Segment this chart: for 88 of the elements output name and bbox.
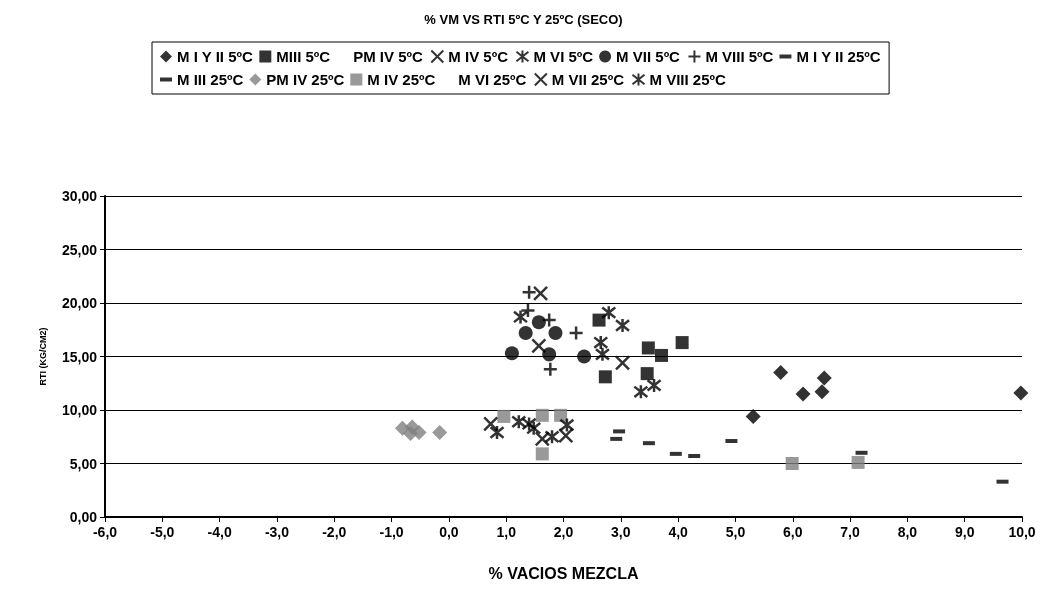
- point: [598, 370, 612, 384]
- point: [816, 370, 832, 386]
- x-tick-label: -1,0: [379, 524, 404, 540]
- x-tick-label: -2,0: [322, 524, 347, 540]
- point: [482, 416, 499, 432]
- legend-label: M I Y II 25ºC: [796, 48, 881, 65]
- point: [402, 426, 418, 442]
- x-tick-label: 10,0: [1008, 524, 1036, 540]
- y-tick-label: 25,00: [61, 241, 98, 258]
- point: [532, 285, 549, 302]
- point: [814, 384, 830, 400]
- point: [531, 338, 547, 354]
- point: [534, 431, 551, 447]
- point: [544, 429, 560, 445]
- point: [548, 325, 563, 340]
- point: [646, 377, 662, 394]
- point: [640, 367, 654, 381]
- point: [489, 424, 505, 441]
- y-tick-label: 30,00: [61, 188, 98, 204]
- legend-label: M VI 5ºC: [533, 48, 594, 65]
- point: [641, 341, 655, 355]
- y-tick-label: 20,00: [61, 295, 98, 311]
- legend-label: M VII 25ºC: [551, 71, 625, 88]
- x-tick-label: 3,0: [611, 524, 631, 540]
- point: [851, 455, 865, 469]
- point: [512, 309, 529, 325]
- point: [1013, 385, 1029, 401]
- point: [511, 414, 527, 430]
- point: [531, 315, 546, 330]
- legend-label: PM IV 5ºC: [353, 48, 423, 65]
- point: [520, 302, 536, 319]
- x-tick-label: -5,0: [150, 524, 175, 540]
- y-tick-label: 10,00: [61, 402, 98, 418]
- point: [745, 408, 761, 424]
- point: [525, 420, 542, 436]
- legend-label: M VI 25ºC: [458, 71, 527, 88]
- x-tick-label: 4,0: [668, 524, 689, 540]
- point: [785, 457, 799, 470]
- point: [593, 334, 609, 351]
- point: [601, 304, 617, 321]
- legend-label: M VII 5ºC: [616, 48, 681, 65]
- y-axis-title: RTI (KG/CM2): [37, 327, 48, 386]
- legend-label: PM IV 25ºC: [266, 71, 345, 88]
- x-tick-label: 9,0: [954, 524, 975, 540]
- point: [773, 365, 789, 381]
- y-tick-label: 0,00: [69, 509, 98, 525]
- point: [497, 409, 511, 423]
- x-tick-label: 0,0: [439, 524, 459, 540]
- point: [614, 355, 631, 371]
- point: [542, 347, 557, 362]
- x-tick-label: 2,0: [553, 524, 574, 540]
- point: [594, 346, 611, 363]
- x-tick-label: -4,0: [207, 524, 232, 540]
- point: [541, 312, 557, 328]
- x-tick-label: 1,0: [496, 524, 517, 540]
- point: [535, 447, 549, 461]
- legend-label: M III 25ºC: [177, 71, 244, 88]
- x-tick-label: 7,0: [840, 524, 860, 540]
- point: [504, 346, 519, 361]
- legend-label: MIII 5ºC: [276, 48, 331, 65]
- point: [432, 424, 448, 440]
- legend-label: M IV 5ºC: [448, 48, 509, 65]
- x-axis-title: % VACIOS MEZCLA: [488, 564, 639, 582]
- point: [568, 325, 584, 341]
- x-tick-label: -3,0: [264, 524, 290, 540]
- point: [518, 325, 533, 340]
- point: [521, 284, 537, 301]
- y-tick-label: 5,00: [69, 455, 98, 472]
- point: [633, 384, 649, 400]
- chart-title: % VM VS RTI 5ºC Y 25ºC (SECO): [424, 12, 623, 27]
- point: [592, 313, 606, 327]
- x-tick-label: 5,0: [725, 524, 746, 540]
- point: [554, 408, 568, 422]
- point: [655, 348, 668, 362]
- point: [675, 336, 689, 350]
- x-tick-label: -6,0: [92, 524, 118, 540]
- y-tick-label: 15,00: [61, 348, 98, 365]
- legend-label: M VIII 5ºC: [705, 48, 774, 65]
- legend-label: M IV 25ºC: [367, 71, 436, 88]
- legend-label: M VIII 25ºC: [649, 71, 726, 88]
- point: [614, 317, 631, 334]
- x-tick-label: 8,0: [897, 524, 918, 540]
- x-tick-label: 6,0: [783, 524, 803, 540]
- legend-label: M I Y II 5ºC: [177, 48, 253, 65]
- point: [521, 416, 537, 432]
- point: [535, 408, 549, 422]
- point: [577, 349, 592, 364]
- point: [795, 386, 811, 402]
